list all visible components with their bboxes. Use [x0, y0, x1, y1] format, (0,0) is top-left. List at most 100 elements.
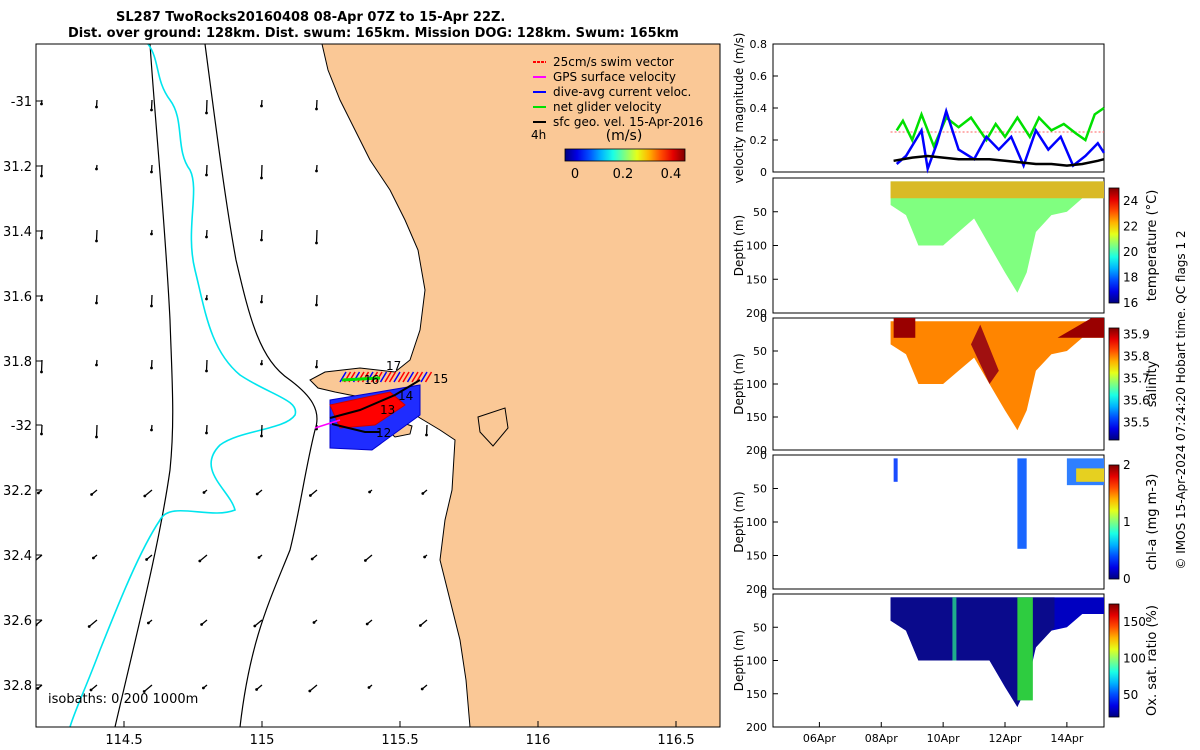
geo-velocity-arrow [144, 489, 153, 497]
high-salinity-patch [970, 324, 999, 384]
section-panel [772, 454, 1105, 590]
geo-velocity-arrow-head [150, 366, 153, 370]
geo-velocity-arrow [40, 424, 43, 435]
cyan-contour [69, 44, 297, 727]
geo-velocity-arrow-head [260, 238, 263, 242]
geo-velocity-arrow-head [198, 559, 202, 563]
map-y-tick-label: 32.4 [3, 549, 32, 564]
geo-velocity-arrow-head [205, 111, 208, 115]
geo-velocity-arrow-head [142, 690, 146, 693]
section-y-tick-label: 150 [746, 273, 767, 286]
section-y-tick-label: 200 [746, 721, 767, 734]
geo-velocity-arrow-head [260, 362, 263, 366]
geo-velocity-arrow-head [205, 297, 208, 301]
geo-velocity-arrow-head [92, 556, 95, 560]
swim-vector-arrow [397, 371, 406, 383]
geo-velocity-arrow-head [260, 434, 263, 438]
geo-velocity-arrow [40, 359, 43, 373]
geo-velocity-arrow [309, 684, 318, 692]
geo-velocity-arrow-head [312, 621, 316, 624]
geo-velocity-arrow [40, 164, 43, 177]
geo-velocity-arrow-head [200, 623, 204, 626]
swim-vector-arrow [424, 371, 433, 383]
section-y-axis-label: Depth (m) [732, 215, 746, 276]
map-frame [35, 43, 721, 728]
swim-vector-arrow [406, 371, 415, 383]
geo-velocity-arrow-head [309, 494, 312, 497]
map-y-tick-label: 32.8 [3, 679, 32, 694]
swim-vector-arrow [339, 371, 347, 383]
map-y-tick-label: 32.6 [3, 614, 32, 629]
section-colorbar-label: chl-a (mg m-3) [1145, 474, 1160, 571]
section-y-tick-label: 200 [746, 583, 767, 596]
swim-vector-arrow [393, 371, 401, 383]
isobath-1000m [114, 44, 174, 727]
peel-inlet [477, 407, 509, 447]
geo-velocity-arrow-head [423, 555, 426, 559]
geo-velocity-arrow-head [40, 174, 43, 178]
legend-label: dive-avg current veloc. [553, 85, 691, 99]
oxygen-stripe [1017, 597, 1033, 701]
geo-velocity-arrow-head [425, 433, 428, 437]
section-colorbar [1108, 327, 1120, 441]
chart-title-line2: Dist. over ground: 128km. Dist. swum: 16… [68, 26, 679, 41]
footer-credit: © IMOS 15-Apr-2024 07:24:20 Hobart time.… [1174, 230, 1188, 569]
geo-velocity-arrow-head [150, 170, 153, 174]
legend-label: GPS surface velocity [553, 70, 676, 84]
low-oxygen-fill [890, 597, 1055, 708]
section-colorbar-tick-label: 18 [1123, 270, 1138, 284]
section-y-tick-label: 150 [746, 411, 767, 424]
geo-velocity-arrow-head [145, 558, 149, 561]
map-x-tick-label: 115 [250, 733, 275, 748]
geo-velocity-arrow-head [315, 169, 318, 173]
geo-velocity-arrow-head [95, 167, 98, 171]
timestep-label: 4h [531, 128, 546, 142]
geo-velocity-arrow-head [95, 301, 98, 305]
swim-vector-arrow [366, 371, 374, 383]
section-y-tick-label: 100 [746, 378, 767, 391]
geo-velocity-arrow-head [40, 236, 43, 240]
geo-velocity-arrow-head [310, 557, 314, 561]
geo-velocity-arrow-head [260, 104, 263, 108]
section-colorbar-tick-label: 35.5 [1123, 415, 1150, 429]
geo-velocity-arrow-head [40, 432, 43, 436]
geo-velocity-arrow [364, 554, 373, 561]
velocity-y-tick-label: 0.8 [750, 38, 768, 51]
geo-velocity-arrow [260, 229, 263, 241]
geo-velocity-arrow-head [202, 491, 206, 494]
geo-velocity-arrow-head [253, 624, 257, 628]
track-day-label: 14 [398, 389, 413, 403]
geo-velocity-arrow-head [87, 625, 91, 628]
section-fill [890, 321, 1104, 431]
section-y-tick-label: 200 [746, 307, 767, 320]
track-day-label: 16 [364, 373, 379, 387]
net-velocity-segment [341, 376, 381, 382]
map-y-tick-label: 32.2 [3, 484, 32, 499]
geo-velocity-arrow-head [95, 105, 98, 109]
section-colorbar-tick-label: 16 [1123, 296, 1138, 310]
map-x-tick-label: 114.5 [105, 733, 142, 748]
section-y-tick-label: 0 [760, 449, 767, 462]
legend-label: 25cm/s swim vector [553, 55, 674, 69]
section-colorbar-label: temperature (°C) [1145, 190, 1160, 302]
geo-velocity-arrow-head [205, 173, 208, 177]
chl-profile [1017, 458, 1027, 549]
section-y-tick-label: 50 [753, 345, 767, 358]
geo-velocity-arrow-head [202, 686, 205, 690]
geo-velocity-arrow [419, 619, 428, 626]
geo-velocity-arrow-head [150, 304, 153, 308]
geo-velocity-arrow [260, 424, 263, 437]
swim-vector-patch [329, 391, 406, 429]
geo-velocity-arrow-head [40, 102, 43, 106]
section-data [890, 318, 1104, 431]
geo-velocity-arrow [254, 619, 263, 627]
geo-velocity-arrow-head [255, 492, 259, 496]
geo-velocity-arrow-head [37, 491, 40, 495]
geo-velocity-arrow-head [33, 560, 36, 563]
section-colorbar-tick-label: 1 [1123, 515, 1131, 529]
oxygen-stripe [952, 597, 957, 661]
geo-velocity-arrow-head [365, 622, 369, 626]
